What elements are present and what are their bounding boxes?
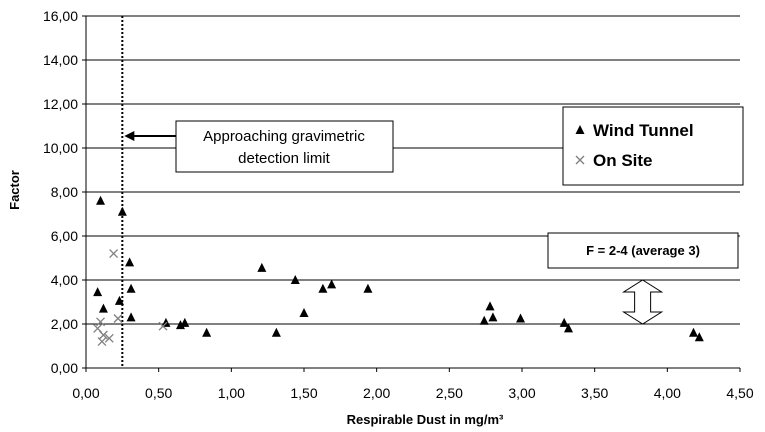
factor-annotation: F = 2-4 (average 3) [547, 232, 739, 325]
wind-tunnel-point [327, 279, 337, 289]
x-tick-label: 0,00 [72, 385, 99, 401]
y-axis-title: Factor [7, 170, 22, 210]
y-tick-label: 0,00 [51, 360, 78, 376]
detection-limit-box [175, 120, 394, 173]
wind-tunnel-point [98, 303, 108, 313]
on-site-point [97, 337, 107, 347]
x-tick-label: 0,50 [145, 385, 172, 401]
wind-tunnel-point [290, 275, 300, 284]
x-tick-label: 4,50 [726, 385, 753, 401]
on-site-point [96, 317, 105, 327]
x-tick-labels: 0,00 0,50 1,00 1,50 2,00 2,50 3,00 3,50 4,00 4,50 [72, 368, 754, 401]
on-site-point [98, 330, 108, 340]
wind-tunnel-point [363, 283, 373, 293]
y-tick-label: 16,00 [43, 8, 78, 24]
wind-tunnel-point [125, 257, 135, 267]
y-tick-label: 8,00 [51, 184, 78, 200]
double-arrow-icon [621, 279, 664, 325]
x-tick-label: 3,50 [581, 385, 608, 401]
y-tick-labels: 0,00 2,00 4,00 6,00 8,00 10,00 12,00 14,00 16,00 [43, 8, 86, 376]
y-tick-label: 2,00 [51, 316, 78, 332]
wind-tunnel-point [180, 317, 190, 327]
x-tick-label: 2,00 [363, 385, 390, 401]
legend-triangle-icon [575, 125, 585, 134]
legend-cross-icon [575, 155, 585, 165]
wind-tunnel-point [488, 312, 498, 322]
on-site-point [113, 314, 123, 323]
wind-tunnel-point [202, 327, 212, 337]
detection-limit-arrow [124, 131, 176, 141]
legend-marker-on-site [575, 155, 585, 165]
wind-tunnel-point [126, 312, 136, 322]
wind-tunnel-point [257, 262, 267, 272]
on-site-point [109, 249, 119, 259]
wind-tunnel-point [564, 323, 574, 333]
y-tick-label: 12,00 [43, 96, 78, 112]
wind-tunnel-point [126, 283, 136, 293]
data-points [93, 195, 704, 347]
y-tick-label: 14,00 [43, 52, 78, 68]
wind-tunnel-point [479, 315, 489, 325]
x-tick-label: 1,50 [290, 385, 317, 401]
wind-tunnel-point [96, 195, 106, 205]
on-site-point [158, 321, 168, 331]
y-tick-label: 6,00 [51, 228, 78, 244]
wind-tunnel-point [117, 206, 127, 216]
wind-tunnel-point [559, 317, 569, 327]
legend-box [562, 106, 744, 186]
on-site-point [104, 333, 114, 343]
x-tick-label: 3,00 [508, 385, 535, 401]
wind-tunnel-point [299, 308, 309, 317]
factor-label: F = 2-4 (average 3) [586, 243, 700, 258]
wind-tunnel-point [271, 327, 281, 337]
wind-tunnel-point [318, 283, 328, 293]
x-axis-title: Respirable Dust in mg/m³ [347, 412, 504, 427]
legend-label-wind-tunnel: Wind Tunnel [593, 121, 694, 140]
x-tick-label: 1,00 [218, 385, 245, 401]
factor-box [547, 232, 739, 269]
x-tick-label: 4,00 [654, 385, 681, 401]
wind-tunnel-point [688, 327, 698, 337]
legend: Wind Tunnel On Site [562, 106, 744, 186]
y-tick-label: 4,00 [51, 272, 78, 288]
legend-label-on-site: On Site [593, 151, 653, 170]
wind-tunnel-point [694, 332, 704, 342]
wind-tunnel-point [516, 313, 526, 323]
y-tick-label: 10,00 [43, 140, 78, 156]
factor-range-arrow [621, 279, 664, 325]
detection-arrow-head [124, 131, 135, 141]
detection-limit-label-line1: Approaching gravimetric [203, 128, 365, 145]
detection-limit-label-line2: detection limit [238, 150, 331, 167]
detection-limit-annotation: Approaching gravimetric detection limit [124, 120, 394, 173]
wind-tunnel-point [93, 287, 103, 297]
legend-marker-wind-tunnel [575, 125, 585, 134]
wind-tunnel-point [114, 295, 124, 305]
x-tick-label: 2,50 [436, 385, 463, 401]
wind-tunnel-point [485, 301, 495, 311]
